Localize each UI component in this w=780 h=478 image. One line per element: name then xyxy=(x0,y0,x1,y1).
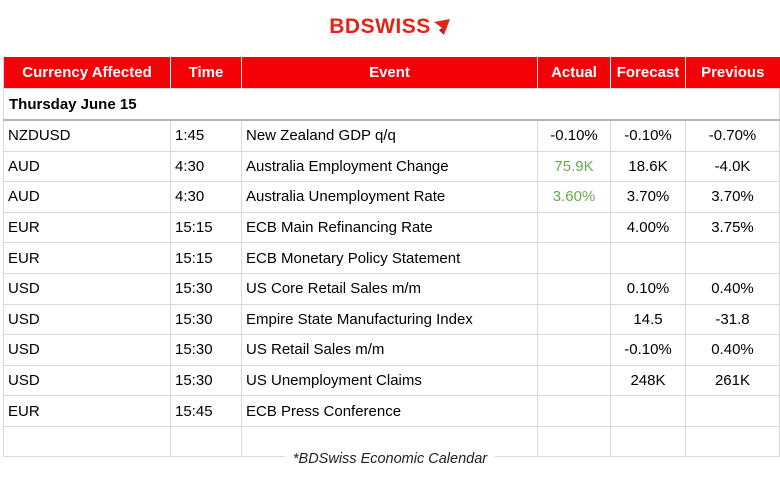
row-currency: USD xyxy=(3,334,171,366)
empty-cell xyxy=(170,425,242,457)
row-actual xyxy=(537,211,611,244)
row-forecast: 4.00% xyxy=(610,211,686,244)
row-currency: NZDUSD xyxy=(3,119,171,152)
row-actual xyxy=(537,395,611,427)
row-forecast xyxy=(610,242,686,274)
row-time: 1:45 xyxy=(170,119,242,152)
empty-cell xyxy=(537,425,611,457)
row-event: Australia Unemployment Rate xyxy=(241,181,538,213)
row-forecast xyxy=(610,395,686,427)
table-row: EUR 15:15 ECB Monetary Policy Statement xyxy=(3,242,780,274)
row-forecast: 3.70% xyxy=(610,181,686,213)
day-row: Thursday June 15 xyxy=(3,88,780,121)
row-previous: -0.70% xyxy=(685,119,780,152)
row-forecast: 0.10% xyxy=(610,272,686,305)
row-currency: EUR xyxy=(3,242,171,274)
table-row: USD 15:30 Empire State Manufacturing Index… xyxy=(3,303,780,336)
table-row: AUD 4:30 Australia Employment Change 75.9K 1… xyxy=(3,150,780,183)
row-event: US Retail Sales m/m xyxy=(241,334,538,366)
row-previous xyxy=(685,242,780,274)
header-previous: Previous xyxy=(685,57,780,89)
row-event: Empire State Manufacturing Index xyxy=(241,303,538,336)
row-previous: -31.8 xyxy=(685,303,780,336)
row-time: 15:30 xyxy=(170,272,242,305)
row-actual xyxy=(537,303,611,336)
empty-cell xyxy=(685,425,780,457)
table-row: AUD 4:30 Australia Unemployment Rate 3.60% 3… xyxy=(3,181,780,213)
row-time: 15:30 xyxy=(170,334,242,366)
row-forecast: -0.10% xyxy=(610,119,686,152)
row-currency: USD xyxy=(3,364,171,397)
day-label: Thursday June 15 xyxy=(3,88,780,121)
header-row: Currency Affected Time Event Actual Fore… xyxy=(3,57,780,89)
row-currency: EUR xyxy=(3,395,171,427)
table-row: USD 15:30 US Retail Sales m/m -0.10% 0.40% xyxy=(3,334,780,366)
row-forecast: 18.6K xyxy=(610,150,686,183)
table-row: USD 15:30 US Core Retail Sales m/m 0.10% 0.4… xyxy=(3,272,780,305)
table-row: USD 15:30 US Unemployment Claims 248K 261K xyxy=(3,364,780,397)
row-actual: 75.9K xyxy=(537,150,611,183)
calendar-caption: *BDSwiss Economic Calendar xyxy=(0,451,780,467)
economic-calendar-table: Currency Affected Time Event Actual Fore… xyxy=(3,57,780,457)
row-time: 15:15 xyxy=(170,242,242,274)
header-event: Event xyxy=(241,57,538,89)
row-time: 15:45 xyxy=(170,395,242,427)
row-time: 15:30 xyxy=(170,364,242,397)
empty-cell xyxy=(610,425,686,457)
row-currency: USD xyxy=(3,303,171,336)
header-forecast: Forecast xyxy=(610,57,686,89)
row-actual: -0.10% xyxy=(537,119,611,152)
row-time: 15:15 xyxy=(170,211,242,244)
row-time: 4:30 xyxy=(170,150,242,183)
caption-text: *BDSwiss Economic Calendar xyxy=(284,451,496,467)
row-previous: 0.40% xyxy=(685,334,780,366)
table-row: EUR 15:45 ECB Press Conference xyxy=(3,395,780,427)
row-time: 15:30 xyxy=(170,303,242,336)
row-previous: 261K xyxy=(685,364,780,397)
row-actual xyxy=(537,242,611,274)
brand-logo: BDSWISS xyxy=(0,12,780,42)
row-currency: AUD xyxy=(3,181,171,213)
row-event: ECB Press Conference xyxy=(241,395,538,427)
row-currency: EUR xyxy=(3,211,171,244)
row-forecast: 14.5 xyxy=(610,303,686,336)
empty-cell xyxy=(3,425,171,457)
header-actual: Actual xyxy=(537,57,611,89)
row-actual xyxy=(537,272,611,305)
chevron-arrow-icon xyxy=(433,19,450,35)
row-forecast: 248K xyxy=(610,364,686,397)
row-previous: 0.40% xyxy=(685,272,780,305)
table-row: NZDUSD 1:45 New Zealand GDP q/q -0.10% -0.10… xyxy=(3,119,780,152)
row-actual: 3.60% xyxy=(537,181,611,213)
row-event: ECB Monetary Policy Statement xyxy=(241,242,538,274)
header-currency: Currency Affected xyxy=(3,57,171,89)
row-event: US Core Retail Sales m/m xyxy=(241,272,538,305)
table-row: EUR 15:15 ECB Main Refinancing Rate 4.00% 3.… xyxy=(3,211,780,244)
row-actual xyxy=(537,364,611,397)
row-time: 4:30 xyxy=(170,181,242,213)
row-previous: -4.0K xyxy=(685,150,780,183)
row-actual xyxy=(537,334,611,366)
row-event: ECB Main Refinancing Rate xyxy=(241,211,538,244)
row-event: US Unemployment Claims xyxy=(241,364,538,397)
header-time: Time xyxy=(170,57,242,89)
row-previous: 3.70% xyxy=(685,181,780,213)
row-forecast: -0.10% xyxy=(610,334,686,366)
row-previous xyxy=(685,395,780,427)
row-currency: AUD xyxy=(3,150,171,183)
row-event: Australia Employment Change xyxy=(241,150,538,183)
row-previous: 3.75% xyxy=(685,211,780,244)
row-currency: USD xyxy=(3,272,171,305)
brand-name: BDSWISS xyxy=(329,15,431,38)
row-event: New Zealand GDP q/q xyxy=(241,119,538,152)
